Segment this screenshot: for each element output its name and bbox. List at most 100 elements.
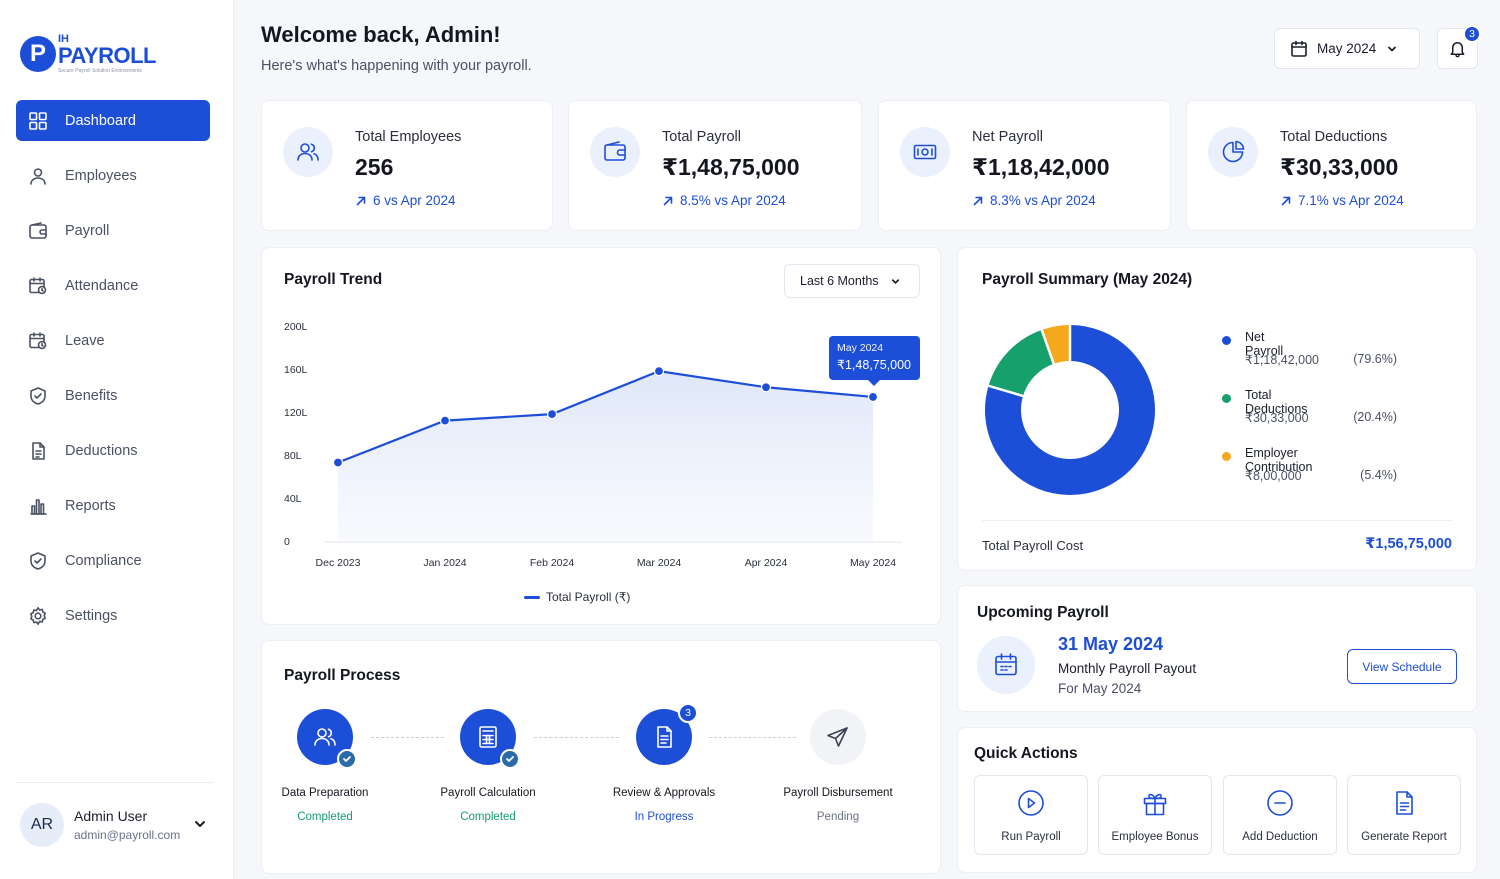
payroll-summary-card: Payroll Summary (May 2024) Net Payroll ₹… [957, 247, 1477, 571]
user-icon [30, 167, 46, 185]
logo-tagline: Secure Payroll Solution Environments [58, 68, 142, 74]
data-point [546, 409, 558, 420]
payroll-summary-donut [985, 325, 1155, 495]
quick-action-label: Run Payroll [1001, 831, 1061, 843]
x-tick-label: Apr 2024 [745, 557, 788, 569]
users-icon [314, 728, 336, 746]
brand-logo[interactable]: P IH PAYROLL Secure Payroll Solution Env… [20, 34, 156, 74]
legend-label: Total Payroll (₹) [546, 590, 631, 604]
stat-card-total-employees: Total Employees 256 6 vs Apr 2024 [261, 100, 553, 231]
chevron-down-icon [891, 278, 899, 284]
report-icon [1396, 791, 1413, 815]
calendar-icon [29, 331, 47, 349]
stat-label: Total Employees [355, 129, 462, 145]
month-selector[interactable]: May 2024 [1274, 28, 1420, 69]
summary-divider [982, 520, 1452, 521]
step-name: Payroll Disbursement [783, 787, 893, 799]
step-connector [534, 737, 619, 738]
data-point [653, 366, 665, 377]
sidebar-item-settings[interactable]: Settings [16, 595, 210, 636]
chevron-down-icon[interactable] [192, 816, 208, 832]
step-name: Data Preparation [281, 787, 369, 799]
legend-value: ₹30,33,000 [1245, 411, 1309, 425]
y-tick-label: 160L [284, 364, 308, 376]
y-tick-label: 40L [284, 493, 302, 505]
legend-name: Total Deductions [1245, 388, 1308, 416]
gear-icon [30, 606, 46, 625]
shield-check-icon [30, 551, 46, 570]
stat-trend: 7.1% vs Apr 2024 [1280, 193, 1404, 208]
sidebar-item-compliance[interactable]: Compliance [16, 540, 210, 581]
payroll-trend-card: Payroll Trend Last 6 Months 200L 160L 120L… [261, 247, 941, 625]
legend-swatch [524, 596, 540, 599]
arrow-up-right-icon [663, 196, 673, 205]
calendar-clock-icon [29, 276, 47, 294]
payroll-process-title: Payroll Process [284, 667, 401, 684]
stat-value: ₹30,33,000 [1280, 154, 1399, 180]
legend-value: ₹8,00,000 [1245, 469, 1302, 483]
stat-card-total-payroll: Total Payroll ₹1,48,75,000 8.5% vs Apr 2… [568, 100, 862, 231]
page-subtitle: Here's what's happening with your payrol… [261, 58, 532, 74]
sidebar-item-label: Payroll [65, 222, 110, 239]
stat-value: ₹1,18,42,000 [972, 154, 1110, 180]
sidebar-item-employees[interactable]: Employees [16, 155, 210, 196]
x-tick-label: Feb 2024 [530, 557, 575, 569]
run-payroll-button[interactable]: Run Payroll [974, 775, 1088, 855]
bar-chart-icon [30, 498, 47, 515]
payroll-trend-title: Payroll Trend [284, 271, 383, 288]
sidebar-item-label: Reports [65, 497, 116, 514]
y-tick-label: 80L [284, 450, 302, 462]
document-icon [32, 441, 45, 460]
stat-trend-text: 8.5% vs Apr 2024 [680, 193, 786, 208]
step-circle [297, 709, 357, 769]
sidebar-item-label: Employees [65, 167, 137, 184]
donut-slice [1041, 325, 1071, 365]
upcoming-date: 31 May 2024 [1058, 634, 1164, 654]
upcoming-payroll-title: Upcoming Payroll [977, 604, 1109, 621]
donut-separator [988, 384, 1024, 398]
add-deduction-button[interactable]: Add Deduction [1223, 775, 1337, 855]
view-schedule-button[interactable]: View Schedule [1347, 649, 1457, 684]
sidebar-item-leave[interactable]: Leave [16, 320, 210, 361]
sidebar-item-benefits[interactable]: Benefits [16, 375, 210, 416]
sidebar-item-payroll[interactable]: Payroll [16, 210, 210, 251]
generate-report-button[interactable]: Generate Report [1347, 775, 1461, 855]
process-step[interactable]: Payroll Disbursement Pending [758, 709, 918, 823]
sidebar-item-label: Dashboard [65, 112, 136, 129]
page-title: Welcome back, Admin! [261, 22, 501, 47]
stat-trend-text: 8.3% vs Apr 2024 [990, 193, 1096, 208]
x-tick-label: May 2024 [850, 557, 896, 569]
legend-name: Employer Contribution [1245, 446, 1313, 474]
x-tick-label: Jan 2024 [423, 557, 466, 569]
process-step[interactable]: 3 Review & Approvals In Progress [584, 703, 744, 823]
legend-value: ₹1,18,42,000 [1245, 353, 1319, 367]
process-step[interactable]: Data Preparation Completed [245, 709, 405, 823]
shield-icon [30, 386, 46, 405]
donut-slice [988, 329, 1055, 397]
employee-bonus-button[interactable]: Employee Bonus [1098, 775, 1212, 855]
calendar-icon [977, 636, 1035, 694]
legend-dot [1222, 336, 1231, 345]
sidebar-item-reports[interactable]: Reports [16, 485, 210, 526]
logo-ih: IH [58, 33, 69, 45]
sidebar-item-attendance[interactable]: Attendance [16, 265, 210, 306]
logo-wordmark: PAYROLL [58, 43, 156, 68]
logo-mark: P [20, 36, 56, 72]
x-tick-label: Dec 2023 [316, 557, 361, 569]
quick-actions-card: Quick Actions Run Payroll Employee Bonus… [957, 727, 1477, 873]
play-icon [1018, 790, 1044, 816]
user-menu[interactable]: AR Admin User admin@payroll.com [20, 802, 210, 848]
document-icon [657, 726, 672, 748]
sidebar-item-deductions[interactable]: Deductions [16, 430, 210, 471]
minus-circle-icon [1267, 790, 1293, 816]
range-selector[interactable]: Last 6 Months [784, 264, 920, 298]
stat-trend-text: 7.1% vs Apr 2024 [1298, 193, 1404, 208]
quick-action-label: Generate Report [1361, 831, 1447, 843]
sidebar-item-label: Settings [65, 607, 118, 624]
stat-label: Net Payroll [972, 129, 1043, 145]
process-step[interactable]: Payroll Calculation Completed [408, 709, 568, 823]
cash-icon [900, 127, 950, 177]
grid-icon [29, 111, 47, 130]
notification-count-badge: 3 [1463, 25, 1481, 43]
sidebar-item-dashboard[interactable]: Dashboard [16, 100, 210, 141]
